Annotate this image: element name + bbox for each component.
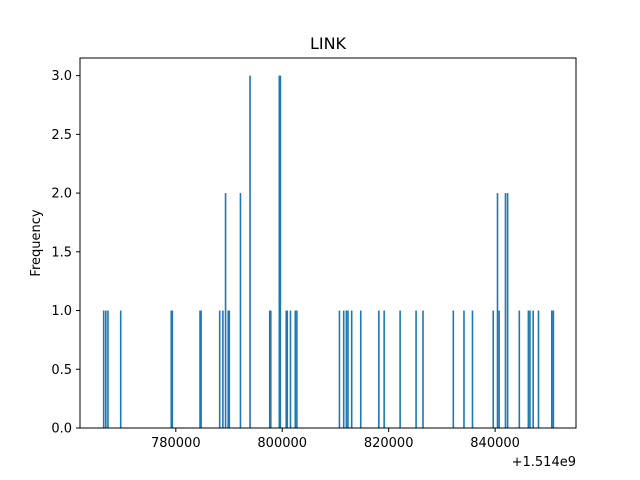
histogram-bar-10 [224, 193, 227, 428]
histogram-bar-22 [294, 310, 297, 428]
histogram-bar-27 [347, 310, 349, 428]
x-axis: 780000 800000 820000 840000 [151, 428, 520, 451]
histogram-bar-8 [218, 310, 221, 428]
y-tick-label: 0.5 [51, 363, 72, 378]
y-tick-label: 2.5 [51, 128, 72, 143]
y-tick-label: 0.0 [51, 422, 72, 437]
histogram-bar-3 [119, 310, 122, 428]
histogram-bar-37 [471, 310, 474, 428]
x-axis-offset-label: +1.514e9 [512, 455, 576, 470]
histogram-bar-49 [552, 310, 555, 428]
histogram-bar-14 [249, 75, 251, 429]
histogram-bar-21 [289, 310, 292, 428]
histogram-bar-38 [492, 310, 495, 428]
histogram-bar-31 [383, 310, 385, 428]
histogram-bar-7 [200, 310, 202, 428]
histogram-bar-40 [498, 310, 500, 428]
x-tick-label: 820000 [364, 436, 414, 451]
histogram-bar-36 [463, 310, 465, 428]
y-axis: 0.0 0.5 1.0 1.5 2.0 2.5 3.0 [51, 69, 80, 437]
histogram-bar-20 [286, 310, 289, 428]
histogram-bar-23 [296, 310, 298, 428]
histogram-bar-47 [537, 310, 540, 428]
histogram-bar-43 [518, 310, 521, 428]
histogram-bar-12 [228, 310, 231, 428]
histogram-bar-24 [338, 310, 341, 428]
histogram-bar-17 [278, 75, 281, 429]
x-tick-label: 800000 [257, 436, 307, 451]
histogram-bar-28 [350, 310, 353, 428]
histogram-bar-41 [504, 193, 507, 428]
histogram-bar-39 [496, 193, 499, 428]
histogram-bar-35 [452, 310, 455, 428]
x-tick-label: 780000 [151, 436, 201, 451]
bars-group [102, 75, 555, 429]
histogram-bar-26 [345, 310, 348, 428]
histogram-bar-9 [222, 310, 224, 428]
histogram-bar-18 [279, 75, 282, 429]
histogram-bar-32 [399, 310, 401, 428]
histogram-bar-15 [268, 310, 271, 428]
plot-frame [79, 57, 577, 429]
y-tick-label: 1.0 [51, 304, 72, 319]
x-tick-label: 840000 [470, 436, 520, 451]
histogram-bar-1 [105, 310, 107, 428]
histogram-bar-2 [107, 310, 109, 428]
histogram-bar-11 [227, 310, 230, 428]
histogram-bar-16 [269, 310, 272, 428]
y-tick-label: 1.5 [51, 245, 72, 260]
histogram-bar-5 [171, 310, 174, 428]
histogram-bar-48 [550, 310, 553, 428]
histogram-bar-33 [415, 310, 417, 428]
histogram-bar-45 [529, 310, 531, 428]
histogram-bar-13 [239, 193, 242, 428]
histogram-bar-4 [170, 310, 173, 428]
y-tick-label: 2.0 [51, 187, 72, 202]
chart-title: LINK [310, 34, 347, 53]
histogram-bar-30 [378, 310, 380, 428]
histogram-bar-29 [359, 310, 362, 428]
histogram-bar-44 [527, 310, 530, 428]
histogram-bar-19 [285, 310, 288, 428]
histogram-bar-6 [199, 310, 201, 428]
histogram-bar-0 [102, 310, 105, 428]
histogram-bar-42 [506, 193, 509, 428]
y-axis-label: Frequency [29, 209, 44, 276]
histogram-bar-46 [532, 310, 534, 428]
histogram-bar-34 [422, 310, 424, 428]
histogram-bar-25 [342, 310, 345, 428]
y-tick-label: 3.0 [51, 69, 72, 84]
